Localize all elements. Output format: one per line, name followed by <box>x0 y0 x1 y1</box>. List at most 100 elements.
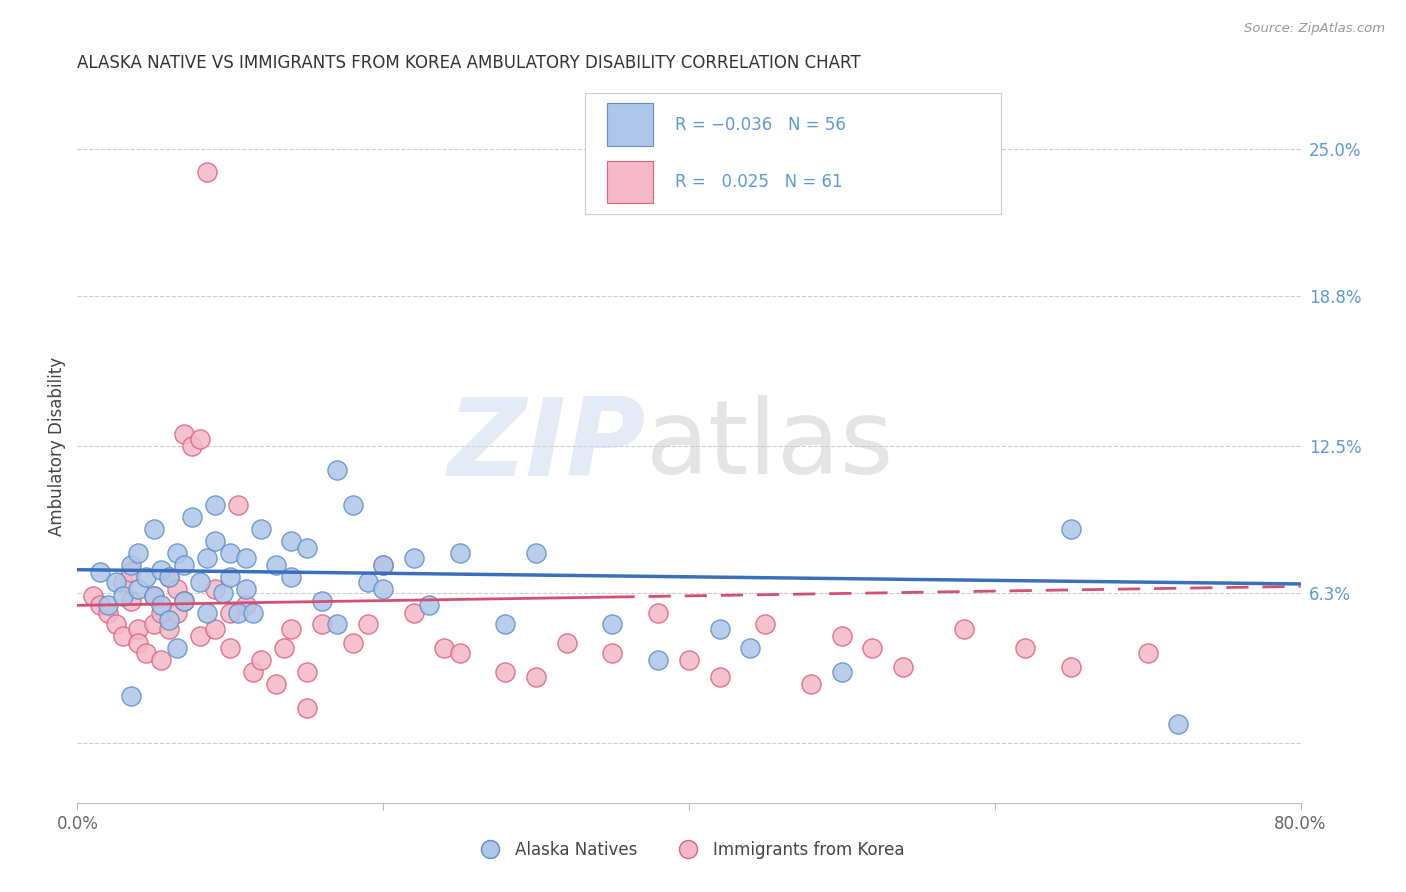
Text: R =   0.025   N = 61: R = 0.025 N = 61 <box>675 173 844 191</box>
Point <box>173 558 195 572</box>
Point <box>157 613 180 627</box>
Point <box>250 522 273 536</box>
Bar <box>607 161 654 203</box>
Point <box>357 574 380 589</box>
Point <box>326 617 349 632</box>
Point <box>495 665 517 679</box>
Point <box>953 622 976 636</box>
Point <box>150 563 173 577</box>
Point <box>235 550 257 565</box>
Point <box>235 582 257 596</box>
Point <box>357 617 380 632</box>
Point <box>142 617 165 632</box>
Point <box>678 653 700 667</box>
Point <box>157 570 180 584</box>
Point <box>402 606 425 620</box>
Point <box>273 641 295 656</box>
Point <box>295 700 318 714</box>
Point <box>524 670 547 684</box>
Point <box>280 622 302 636</box>
Point <box>97 599 120 613</box>
Point <box>1136 646 1159 660</box>
Point <box>127 636 149 650</box>
Point <box>104 617 127 632</box>
Point <box>135 646 157 660</box>
Point <box>195 606 218 620</box>
Point <box>97 606 120 620</box>
Point <box>602 617 624 632</box>
Point <box>342 636 364 650</box>
Point <box>135 570 157 584</box>
Point <box>166 582 188 596</box>
Point <box>250 653 273 667</box>
Point <box>226 499 249 513</box>
Point <box>219 570 242 584</box>
Point <box>295 665 318 679</box>
Point <box>226 606 249 620</box>
Point <box>204 622 226 636</box>
Text: ZIP: ZIP <box>447 393 647 499</box>
Point <box>371 558 394 572</box>
Legend: Alaska Natives, Immigrants from Korea: Alaska Natives, Immigrants from Korea <box>467 835 911 866</box>
Point <box>211 586 233 600</box>
Point <box>831 665 853 679</box>
Point <box>166 546 188 560</box>
Point <box>82 589 104 603</box>
Point <box>173 593 195 607</box>
Text: R = −0.036   N = 56: R = −0.036 N = 56 <box>675 116 846 134</box>
Point <box>219 546 242 560</box>
Point <box>104 574 127 589</box>
Point <box>371 582 394 596</box>
Point <box>120 593 142 607</box>
Point <box>1060 660 1083 674</box>
Point <box>371 558 394 572</box>
Point <box>433 641 456 656</box>
Point <box>311 593 333 607</box>
Point <box>709 622 731 636</box>
Point <box>166 606 188 620</box>
Point <box>295 541 318 556</box>
Point <box>242 665 264 679</box>
FancyBboxPatch shape <box>585 93 1001 214</box>
Point <box>188 629 211 643</box>
Point <box>150 599 173 613</box>
Point <box>754 617 776 632</box>
Point <box>891 660 914 674</box>
Point <box>449 546 471 560</box>
Point <box>112 629 135 643</box>
Point <box>173 593 195 607</box>
Point <box>740 641 762 656</box>
Point <box>89 565 111 579</box>
Point <box>709 670 731 684</box>
Point <box>1060 522 1083 536</box>
Point <box>402 550 425 565</box>
Point <box>127 622 149 636</box>
Point <box>647 606 669 620</box>
Point <box>219 641 242 656</box>
Point <box>204 582 226 596</box>
Point <box>195 550 218 565</box>
Point <box>142 589 165 603</box>
Point <box>235 599 257 613</box>
Point <box>112 574 135 589</box>
Point <box>831 629 853 643</box>
Point <box>127 546 149 560</box>
Point <box>188 574 211 589</box>
Point <box>181 510 204 524</box>
Point <box>127 582 149 596</box>
Point <box>602 646 624 660</box>
Point <box>120 689 142 703</box>
Point <box>120 558 142 572</box>
Text: ALASKA NATIVE VS IMMIGRANTS FROM KOREA AMBULATORY DISABILITY CORRELATION CHART: ALASKA NATIVE VS IMMIGRANTS FROM KOREA A… <box>77 54 860 72</box>
Point <box>166 641 188 656</box>
Point <box>280 570 302 584</box>
Point <box>157 570 180 584</box>
Point <box>647 653 669 667</box>
Point <box>495 617 517 632</box>
Point <box>242 606 264 620</box>
Bar <box>607 103 654 146</box>
Point <box>204 499 226 513</box>
Point <box>89 599 111 613</box>
Point <box>264 677 287 691</box>
Point <box>188 432 211 446</box>
